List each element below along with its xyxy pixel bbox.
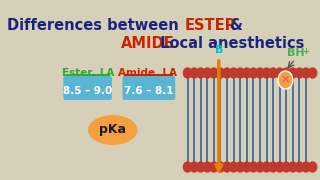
Circle shape [203,68,212,78]
Circle shape [278,71,293,89]
Circle shape [196,162,205,172]
Circle shape [262,162,271,172]
Circle shape [276,162,284,172]
Text: Differences between: Differences between [7,18,184,33]
Text: ✕: ✕ [281,75,290,85]
Circle shape [183,68,192,78]
Circle shape [223,162,231,172]
Circle shape [190,162,198,172]
Circle shape [223,68,231,78]
Circle shape [289,68,297,78]
Text: +: + [302,47,309,56]
Circle shape [249,68,258,78]
Circle shape [269,162,277,172]
FancyBboxPatch shape [123,76,175,100]
Text: BH: BH [286,48,304,58]
Circle shape [269,68,277,78]
Circle shape [210,68,218,78]
Circle shape [295,68,304,78]
Text: Amide  LA: Amide LA [118,68,177,78]
Circle shape [203,162,212,172]
Circle shape [216,68,225,78]
Text: Ester  LA: Ester LA [62,68,114,78]
Circle shape [256,68,264,78]
Circle shape [308,162,317,172]
Circle shape [282,68,290,78]
Circle shape [249,162,258,172]
Circle shape [196,68,205,78]
Circle shape [276,68,284,78]
Text: 7.6 – 8.1: 7.6 – 8.1 [124,86,174,96]
Circle shape [183,162,192,172]
Circle shape [295,162,304,172]
Circle shape [236,68,244,78]
Circle shape [216,162,225,172]
FancyBboxPatch shape [63,76,112,100]
Circle shape [243,162,251,172]
Ellipse shape [88,115,137,145]
Circle shape [302,162,310,172]
Circle shape [262,68,271,78]
Circle shape [229,68,238,78]
Circle shape [302,68,310,78]
Circle shape [229,162,238,172]
Circle shape [243,68,251,78]
Text: pKa: pKa [99,123,126,136]
Text: ESTER: ESTER [184,18,236,33]
Circle shape [210,162,218,172]
Text: Local anesthetics: Local anesthetics [156,36,305,51]
Text: AMIDE: AMIDE [121,36,174,51]
Circle shape [289,162,297,172]
Text: B: B [215,45,223,55]
Text: &: & [225,18,243,33]
Circle shape [236,162,244,172]
Circle shape [282,162,290,172]
Circle shape [190,68,198,78]
Circle shape [256,162,264,172]
Circle shape [308,68,317,78]
Text: 8.5 – 9.0: 8.5 – 9.0 [63,86,112,96]
